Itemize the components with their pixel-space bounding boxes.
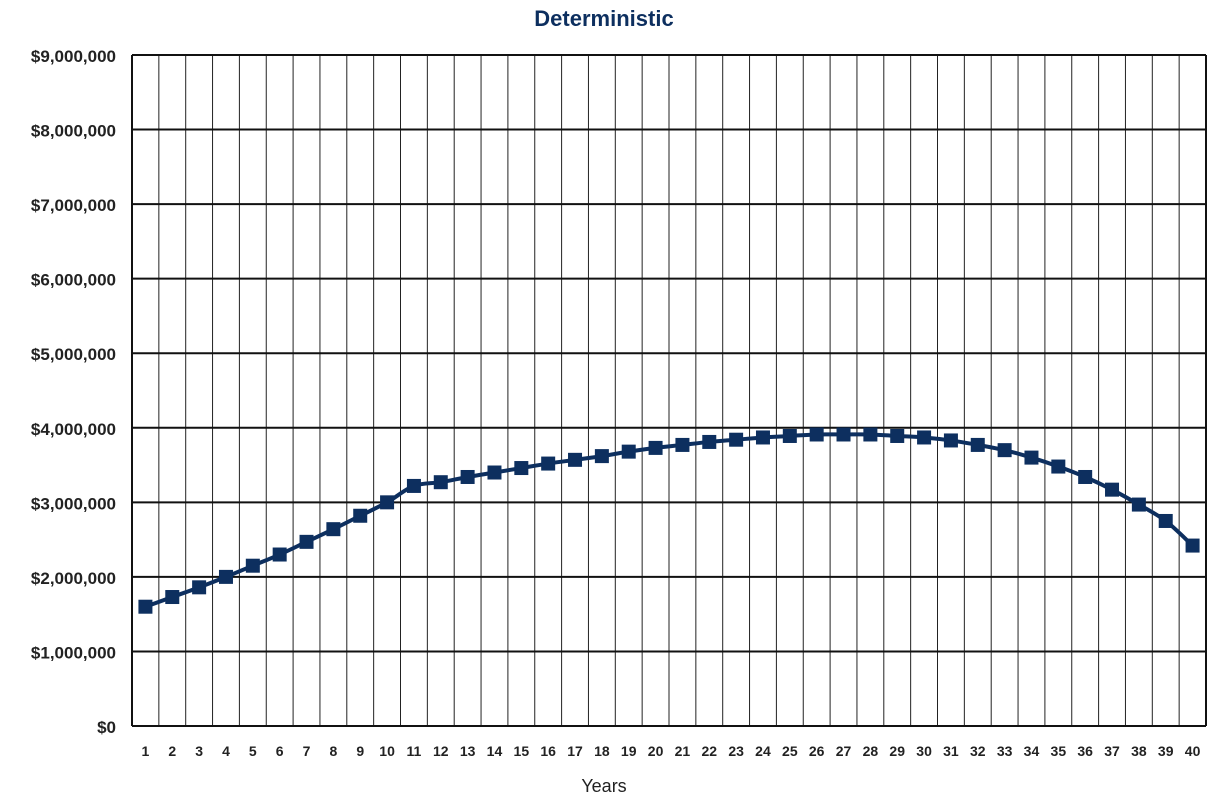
x-tick-label: 20 bbox=[648, 743, 664, 759]
x-tick-label: 36 bbox=[1077, 743, 1093, 759]
x-tick-label: 13 bbox=[460, 743, 476, 759]
x-tick-label: 30 bbox=[916, 743, 932, 759]
x-tick-label: 6 bbox=[276, 743, 284, 759]
x-tick-label: 15 bbox=[514, 743, 530, 759]
data-point-marker bbox=[1051, 459, 1066, 474]
y-tick-label: $7,000,000 bbox=[31, 196, 116, 215]
x-tick-label: 7 bbox=[303, 743, 311, 759]
x-tick-label: 16 bbox=[540, 743, 556, 759]
data-point-marker bbox=[245, 558, 260, 573]
x-tick-label: 17 bbox=[567, 743, 583, 759]
data-point-marker bbox=[326, 522, 341, 537]
data-point-marker bbox=[782, 428, 797, 443]
x-tick-label: 11 bbox=[407, 743, 422, 759]
data-point-marker bbox=[755, 430, 770, 445]
x-tick-label: 39 bbox=[1158, 743, 1174, 759]
y-tick-label: $3,000,000 bbox=[31, 494, 116, 513]
x-tick-label: 12 bbox=[433, 743, 449, 759]
data-point-marker bbox=[943, 433, 958, 448]
x-tick-label: 35 bbox=[1051, 743, 1067, 759]
x-axis-label: Years bbox=[581, 776, 627, 796]
data-point-marker bbox=[138, 599, 153, 614]
x-tick-label: 5 bbox=[249, 743, 257, 759]
x-tick-label: 27 bbox=[836, 743, 852, 759]
data-point-marker bbox=[460, 469, 475, 484]
data-point-marker bbox=[487, 465, 502, 480]
x-tick-label: 38 bbox=[1131, 743, 1147, 759]
data-point-marker bbox=[863, 427, 878, 442]
data-point-marker bbox=[541, 456, 556, 471]
data-point-marker bbox=[299, 534, 314, 549]
y-tick-label: $0 bbox=[97, 718, 116, 737]
x-tick-label: 10 bbox=[379, 743, 395, 759]
x-tick-label: 23 bbox=[728, 743, 744, 759]
x-tick-label: 21 bbox=[675, 743, 691, 759]
data-point-marker bbox=[621, 444, 636, 459]
data-point-marker bbox=[1024, 450, 1039, 465]
x-tick-label: 24 bbox=[755, 743, 771, 759]
y-tick-label: $2,000,000 bbox=[31, 569, 116, 588]
x-tick-label: 19 bbox=[621, 743, 637, 759]
x-tick-label: 29 bbox=[889, 743, 905, 759]
x-tick-label: 9 bbox=[356, 743, 364, 759]
x-tick-label: 14 bbox=[487, 743, 503, 759]
data-point-marker bbox=[1131, 497, 1146, 512]
x-tick-label: 31 bbox=[943, 743, 959, 759]
y-tick-label: $6,000,000 bbox=[31, 271, 116, 290]
x-tick-label: 3 bbox=[195, 743, 203, 759]
data-point-marker bbox=[675, 437, 690, 452]
data-point-marker bbox=[1078, 469, 1093, 484]
data-point-marker bbox=[165, 590, 180, 605]
data-point-marker bbox=[836, 427, 851, 442]
data-point-marker bbox=[970, 437, 985, 452]
data-point-marker bbox=[380, 495, 395, 510]
series-line bbox=[144, 432, 1194, 609]
y-tick-label: $1,000,000 bbox=[31, 643, 116, 662]
data-point-marker bbox=[406, 478, 421, 493]
x-tick-label: 26 bbox=[809, 743, 825, 759]
y-tick-label: $9,000,000 bbox=[31, 47, 116, 66]
x-tick-label: 28 bbox=[863, 743, 879, 759]
data-point-marker bbox=[1158, 513, 1173, 528]
x-tick-label: 22 bbox=[701, 743, 717, 759]
data-point-marker bbox=[514, 461, 529, 476]
chart-title: Deterministic bbox=[534, 6, 674, 31]
data-point-marker bbox=[433, 475, 448, 490]
data-point-marker bbox=[809, 427, 824, 442]
data-point-marker bbox=[702, 434, 717, 449]
x-tick-label: 33 bbox=[997, 743, 1013, 759]
x-tick-label: 2 bbox=[168, 743, 176, 759]
data-point-marker bbox=[890, 428, 905, 443]
y-tick-label: $8,000,000 bbox=[31, 122, 116, 141]
data-point-marker bbox=[594, 449, 609, 464]
y-tick-label: $5,000,000 bbox=[31, 345, 116, 364]
x-tick-label: 34 bbox=[1024, 743, 1040, 759]
x-tick-label: 1 bbox=[142, 743, 150, 759]
x-tick-label: 37 bbox=[1104, 743, 1120, 759]
data-point-marker bbox=[648, 440, 663, 455]
data-point-marker bbox=[729, 432, 744, 447]
x-tick-label: 4 bbox=[222, 743, 230, 759]
data-point-marker bbox=[1185, 538, 1200, 553]
data-point-marker bbox=[568, 452, 583, 467]
data-point-marker bbox=[192, 580, 207, 595]
x-tick-label: 40 bbox=[1185, 743, 1201, 759]
y-tick-label: $4,000,000 bbox=[31, 420, 116, 439]
x-tick-label: 32 bbox=[970, 743, 986, 759]
data-point-marker bbox=[218, 569, 233, 584]
x-tick-label: 18 bbox=[594, 743, 610, 759]
data-point-marker bbox=[353, 508, 368, 523]
data-point-marker bbox=[997, 443, 1012, 458]
x-tick-label: 8 bbox=[329, 743, 337, 759]
data-point-marker bbox=[272, 547, 287, 562]
x-tick-label: 25 bbox=[782, 743, 798, 759]
data-point-marker bbox=[917, 430, 932, 445]
data-point-marker bbox=[1105, 482, 1120, 497]
